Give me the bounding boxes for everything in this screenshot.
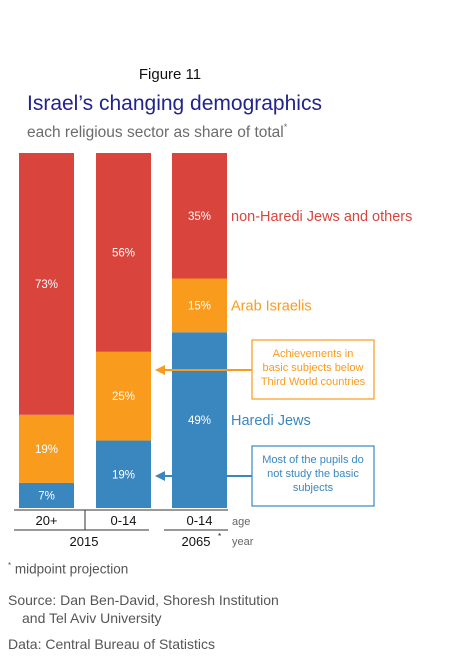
data-label-arab-3: 15%: [188, 300, 211, 312]
year-label-2015: 2015: [70, 534, 99, 549]
year-footnote-mark: *: [218, 532, 221, 541]
bar-segment-arab-1: [19, 414, 74, 483]
source-note: Source: Dan Ben-David, Shoresh Instituti…: [8, 591, 279, 627]
year-row-label: year: [232, 536, 254, 548]
annotation-text-achievements-line-2: basic subjects below: [263, 362, 364, 374]
source-line-2: and Tel Aviv University: [22, 610, 162, 626]
data-label-haredi-2: 19%: [112, 469, 135, 481]
annotation-text-achievements-line-3: Third World countries: [261, 376, 366, 388]
bar-segment-non-haredi-1: [19, 153, 74, 415]
bar-segment-haredi-2: [96, 440, 151, 508]
data-label-non-haredi-2: 56%: [112, 247, 135, 259]
age-category-label-2: 0-14: [110, 513, 136, 528]
series-label-non-haredi: non-Haredi Jews and others: [231, 209, 412, 225]
annotation-box-achievements: [251, 339, 375, 400]
bar-segment-non-haredi-2: [96, 153, 151, 352]
bar-segment-arab-2: [96, 351, 151, 441]
chart-subtitle-text: each religious sector as share of total: [27, 124, 284, 141]
data-label-arab-1: 19%: [35, 444, 58, 456]
chart-title: Israel’s changing demographics: [27, 92, 322, 115]
annotation-text-pupils-line-2: not study the basic: [267, 468, 359, 480]
bar-segment-arab-3: [172, 278, 227, 333]
series-label-haredi: Haredi Jews: [231, 413, 311, 429]
annotation-text-pupils-line-1: Most of the pupils do: [262, 454, 364, 466]
subtitle-footnote-mark: *: [283, 122, 288, 132]
annotation-text-pupils-line-3: subjects: [293, 482, 334, 494]
age-row-label: age: [232, 516, 250, 528]
annotation-text-achievements-line-1: Achievements in: [273, 348, 354, 360]
age-category-label-1: 20+: [35, 513, 57, 528]
annotation-arrow-head-achievements: [155, 365, 165, 375]
annotation-arrow-head-pupils: [155, 471, 165, 481]
year-label-2065: 2065: [182, 534, 211, 549]
bar-segment-haredi-3: [172, 332, 227, 508]
data-label-non-haredi-3: 35%: [188, 211, 211, 223]
age-category-label-3: 0-14: [186, 513, 212, 528]
series-label-arab: Arab Israelis: [231, 298, 312, 314]
data-label-non-haredi-1: 73%: [35, 279, 58, 291]
bar-segment-non-haredi-3: [172, 153, 227, 279]
figure-label: Figure 11: [138, 66, 202, 83]
footnote: * midpoint projection: [8, 561, 128, 577]
footnote-text: midpoint projection: [14, 561, 129, 577]
annotation-box-pupils: [251, 445, 375, 507]
bar-segment-haredi-1: [19, 482, 74, 508]
data-label-arab-2: 25%: [112, 391, 135, 403]
data-label-haredi-3: 49%: [188, 415, 211, 427]
source-line-1: Source: Dan Ben-David, Shoresh Instituti…: [8, 592, 279, 608]
data-label-haredi-1: 7%: [38, 490, 55, 502]
data-source: Data: Central Bureau of Statistics: [8, 636, 215, 652]
footnote-mark: *: [8, 561, 12, 570]
chart-subtitle: each religious sector as share of total*: [27, 122, 288, 142]
